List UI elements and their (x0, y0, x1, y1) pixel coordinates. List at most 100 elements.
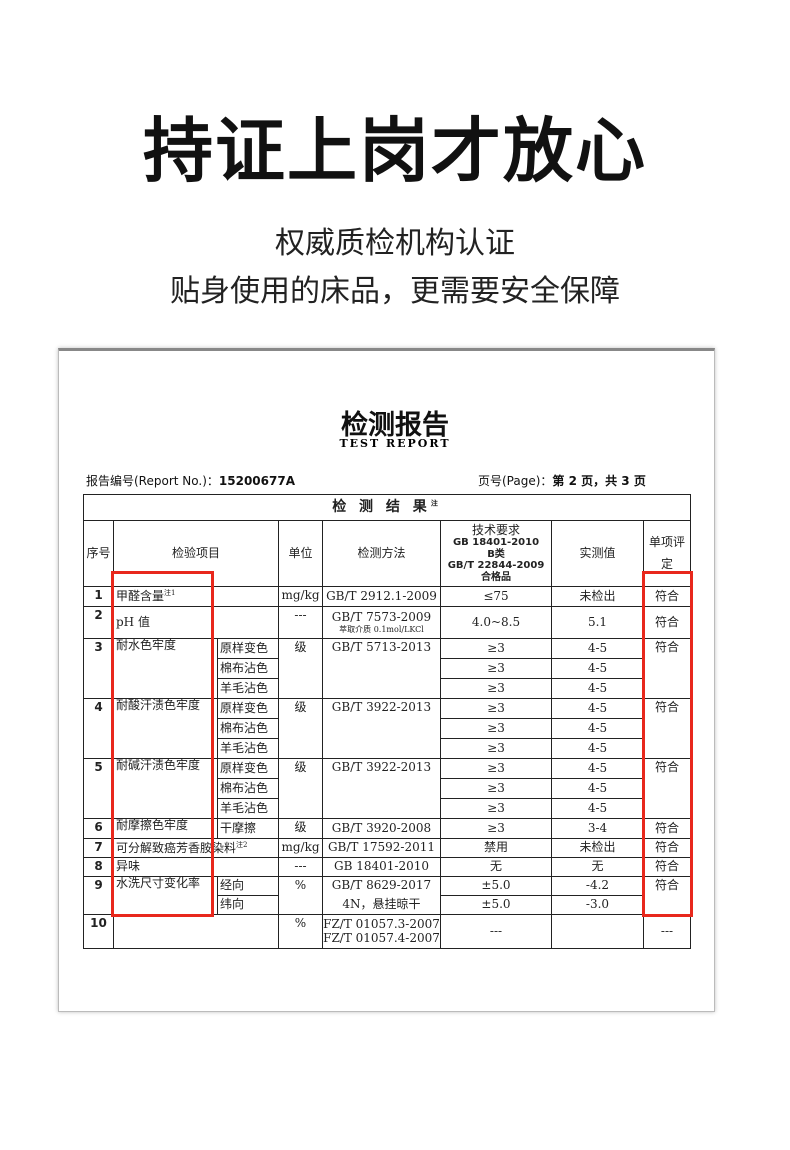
method: GB/T 8629-2017 4N，悬挂晾干 (322, 876, 441, 915)
unit: --- (278, 606, 323, 639)
method: GB/T 5713-2013 (322, 638, 441, 699)
unit: 级 (278, 698, 323, 759)
report-number-value: 15200677A (218, 474, 295, 488)
report-title: 检测报告 (341, 410, 449, 441)
method: GB/T 3920-2008 (322, 818, 441, 839)
unit: --- (278, 857, 323, 877)
item-name: pH 值 (113, 606, 279, 639)
method: FZ/T 01057.3-2007 FZ/T 01057.4-2007 (322, 914, 441, 949)
measured-value (551, 914, 644, 949)
measured-value: 未检出 (551, 586, 644, 607)
unit: 级 (278, 758, 323, 819)
row-number: 7 (83, 838, 114, 858)
sub-item: 经向 (217, 876, 279, 896)
item-name (113, 914, 279, 949)
measured-value: 4-5 (551, 658, 644, 679)
measured-value: 3-4 (551, 818, 644, 839)
item-name: 耐酸汗渍色牢度 (113, 698, 218, 759)
header-no: 序号 (83, 520, 114, 587)
item-name: 甲醛含量注1 (113, 586, 279, 607)
sub-item: 棉布沾色 (217, 658, 279, 679)
item-name: 可分解致癌芳香胺染料注2 (113, 838, 279, 858)
row-number: 5 (83, 758, 114, 819)
measured-value: 4-5 (551, 638, 644, 659)
requirement: 4.0~8.5 (440, 606, 552, 639)
page-label: 页号(Page)： (478, 474, 553, 488)
table-row: 10% FZ/T 01057.3-2007 FZ/T 01057.4-2007 --… (83, 914, 691, 949)
sub-item: 羊毛沾色 (217, 678, 279, 699)
table-row: 1 甲醛含量注1 mg/kg GB/T 2912.1-2009 ≤75 未检出 符合 (83, 586, 691, 607)
requirement: ≥3 (440, 678, 552, 699)
row-number: 4 (83, 698, 114, 759)
verdict: 符合 (643, 857, 691, 877)
sub-item: 羊毛沾色 (217, 798, 279, 819)
measured-value: 4-5 (551, 798, 644, 819)
requirement: ≥3 (440, 718, 552, 739)
table-row: 9 水洗尺寸变化率 经向% GB/T 8629-2017 4N，悬挂晾干 ±5.0 -4.2… (83, 876, 691, 915)
measured-value: 4-5 (551, 698, 644, 719)
table-row: 纬向 ±5.0 -3.0 (84, 895, 691, 915)
report-number: 报告编号(Report No.)：15200677A (86, 472, 295, 489)
sub-item: 干摩擦 (217, 818, 279, 839)
verdict: 符合 (643, 818, 691, 839)
report-title-en: TEST REPORT (339, 437, 451, 450)
requirement: ±5.0 (440, 895, 552, 915)
method: GB/T 2912.1-2009 (322, 586, 441, 607)
item-name: 异味 (113, 857, 279, 877)
requirement: ≥3 (440, 738, 552, 759)
item-name: 水洗尺寸变化率 (113, 876, 218, 915)
method: GB/T 3922-2013 (322, 698, 441, 759)
header-item: 检验项目 (113, 520, 279, 587)
verdict: 符合 (643, 838, 691, 858)
subtitle-authority: 权威质检机构认证 (275, 226, 515, 261)
unit: mg/kg (278, 586, 323, 607)
item-name: 耐水色牢度 (113, 638, 218, 699)
requirement: ≥3 (440, 758, 552, 779)
results-table: 检 测 结 果注 序号 检验项目 单位 检测方法 技术要求 GB 18401-20… (83, 494, 691, 949)
results-title: 检 测 结 果注 (83, 494, 691, 521)
method: GB/T 17592-2011 (322, 838, 441, 858)
sub-item: 棉布沾色 (217, 778, 279, 799)
verdict: 符合 (643, 606, 691, 639)
measured-value: 4-5 (551, 738, 644, 759)
header-method: 检测方法 (322, 520, 441, 587)
requirement: 无 (440, 857, 552, 877)
requirement: ±5.0 (440, 876, 552, 896)
table-row: 7 可分解致癌芳香胺染料注2 mg/kg GB/T 17592-2011 禁用 未检出 符合 (83, 838, 691, 858)
measured-value: 4-5 (551, 678, 644, 699)
table-row: 2 pH 值 --- GB/T 7573-2009 萃取介质 0.1mol/LKCl 4.… (83, 606, 691, 639)
measured-value: 5.1 (551, 606, 644, 639)
page-value: 第 2 页，共 3 页 (552, 474, 646, 488)
requirement: ≥3 (440, 818, 552, 839)
measured-value: -4.2 (551, 876, 644, 896)
row-number: 2 (83, 606, 114, 639)
measured-value: 未检出 (551, 838, 644, 858)
headline: 持证上岗才放心 (143, 110, 647, 192)
sub-item: 棉布沾色 (217, 718, 279, 739)
sub-item: 原样变色 (217, 698, 279, 719)
row-number: 9 (83, 876, 114, 915)
sub-item: 羊毛沾色 (217, 738, 279, 759)
requirement: ≥3 (440, 638, 552, 659)
requirement: ≥3 (440, 698, 552, 719)
unit: 级 (278, 638, 323, 699)
row-number: 10 (83, 914, 114, 949)
requirement: ≥3 (440, 778, 552, 799)
unit: 级 (278, 818, 323, 839)
verdict: 符合 (643, 586, 691, 607)
verdict: 符合 (643, 758, 691, 819)
table-row: 棉布沾色 ≥3 4-5 (84, 778, 691, 799)
measured-value: 4-5 (551, 718, 644, 739)
table-row: 6 耐摩擦色牢度 干摩擦级 GB/T 3920-2008 ≥3 3-4 符合 (83, 818, 691, 839)
verdict: 符合 (643, 698, 691, 759)
row-number: 6 (83, 818, 114, 839)
table-row: 5 耐碱汗渍色牢度 原样变色级 GB/T 3922-2013 ≥3 4-5 符合 (83, 758, 691, 819)
requirement: 禁用 (440, 838, 552, 858)
requirement: --- (440, 914, 552, 949)
requirement: ≤75 (440, 586, 552, 607)
verdict: --- (643, 914, 691, 949)
table-row: 4 耐酸汗渍色牢度 原样变色级 GB/T 3922-2013 ≥3 4-5 符合 (83, 698, 691, 759)
row-number: 3 (83, 638, 114, 699)
unit: % (278, 914, 323, 949)
subtitle-safety: 贴身使用的床品，更需要安全保障 (170, 274, 620, 309)
